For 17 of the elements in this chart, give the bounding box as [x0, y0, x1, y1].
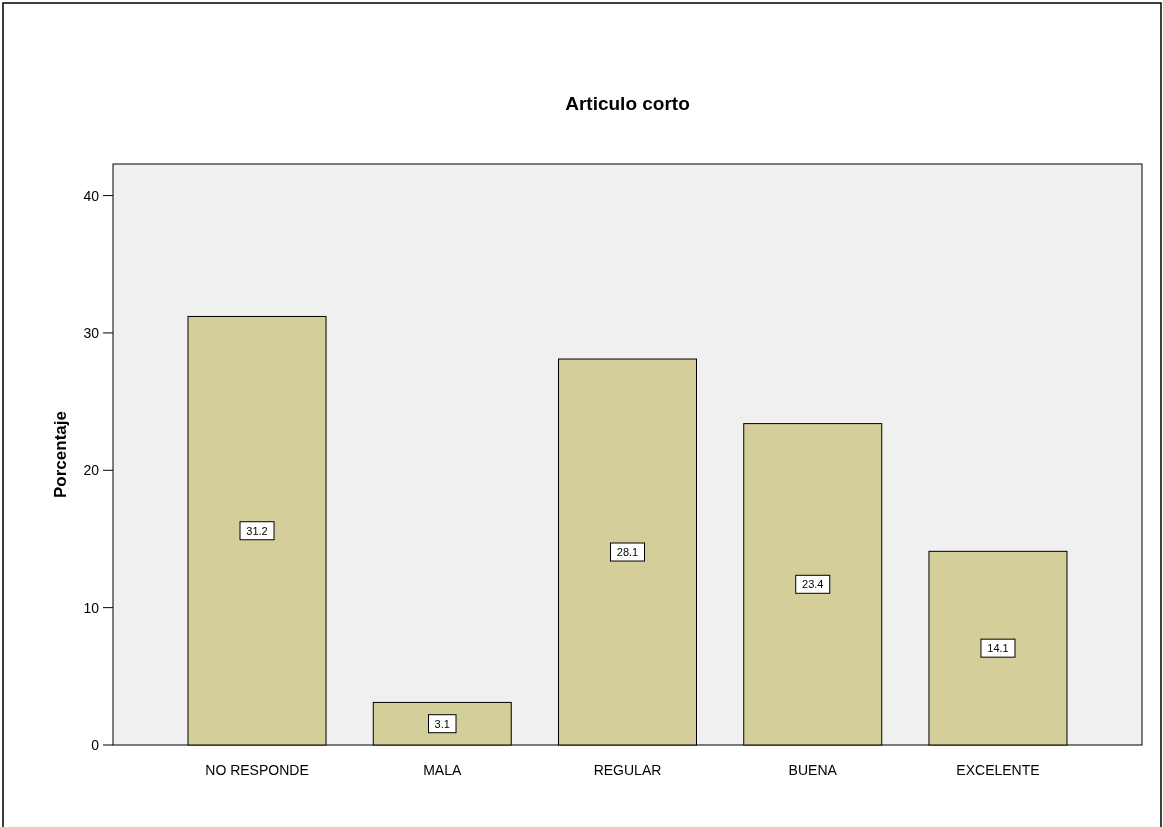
data-label: 3.1 [434, 717, 450, 730]
y-tick-label: 30 [83, 324, 100, 341]
x-tick-label: NO RESPONDE [205, 762, 309, 778]
y-tick-label: 40 [83, 187, 100, 204]
y-tick-label: 20 [83, 462, 100, 479]
data-label: 23.4 [802, 578, 824, 591]
y-tick-label: 10 [83, 599, 100, 616]
data-label: 31.2 [246, 524, 268, 537]
y-axis-title: Porcentaje [51, 411, 70, 498]
chart-title: Articulo corto [565, 93, 690, 114]
x-tick-label: REGULAR [593, 762, 662, 778]
x-tick-label: MALA [423, 762, 462, 778]
data-label: 14.1 [987, 642, 1009, 655]
x-tick-label: BUENA [788, 762, 838, 778]
x-tick-label: EXCELENTE [956, 762, 1040, 778]
data-label: 28.1 [616, 546, 639, 559]
y-tick-label: 0 [91, 737, 100, 753]
